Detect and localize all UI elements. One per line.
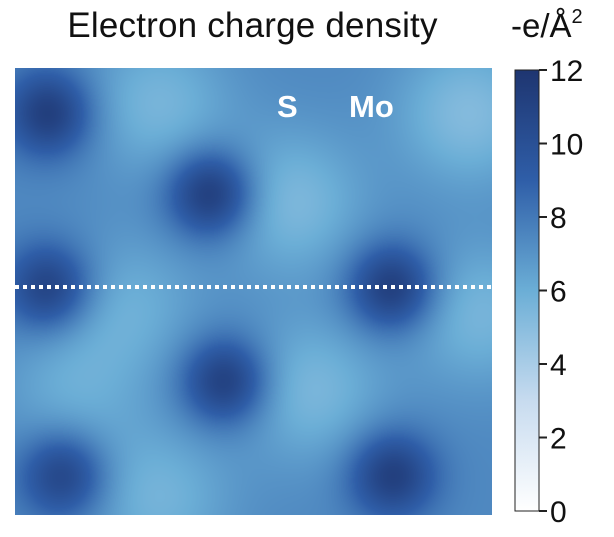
colorbar-tick-label: 4 [550,349,567,382]
heatmap-overlay: S Mo [15,89,492,290]
colorbar-tick-label: 8 [550,202,567,235]
charge-density-heatmap [15,68,492,515]
colorbar: 0 2 4 6 8 10 12 [514,55,583,529]
atom-label-s: S [277,89,298,124]
colorbar-unit-prefix: -e/Å [511,7,572,44]
colorbar-tick-label: 2 [550,423,567,456]
chart-title: Electron charge density [67,6,438,45]
colorbar-gradient [514,69,540,512]
atom-label-mo: Mo [349,89,394,124]
colorbar-tick-label: 6 [550,276,567,309]
colorbar-tick-label: 12 [550,55,583,88]
colorbar-unit-exponent: 2 [571,6,583,28]
colorbar-unit-label: -e/Å2 [511,6,583,45]
colorbar-tick-label: 0 [550,496,567,529]
colorbar-tick-label: 10 [550,129,583,162]
